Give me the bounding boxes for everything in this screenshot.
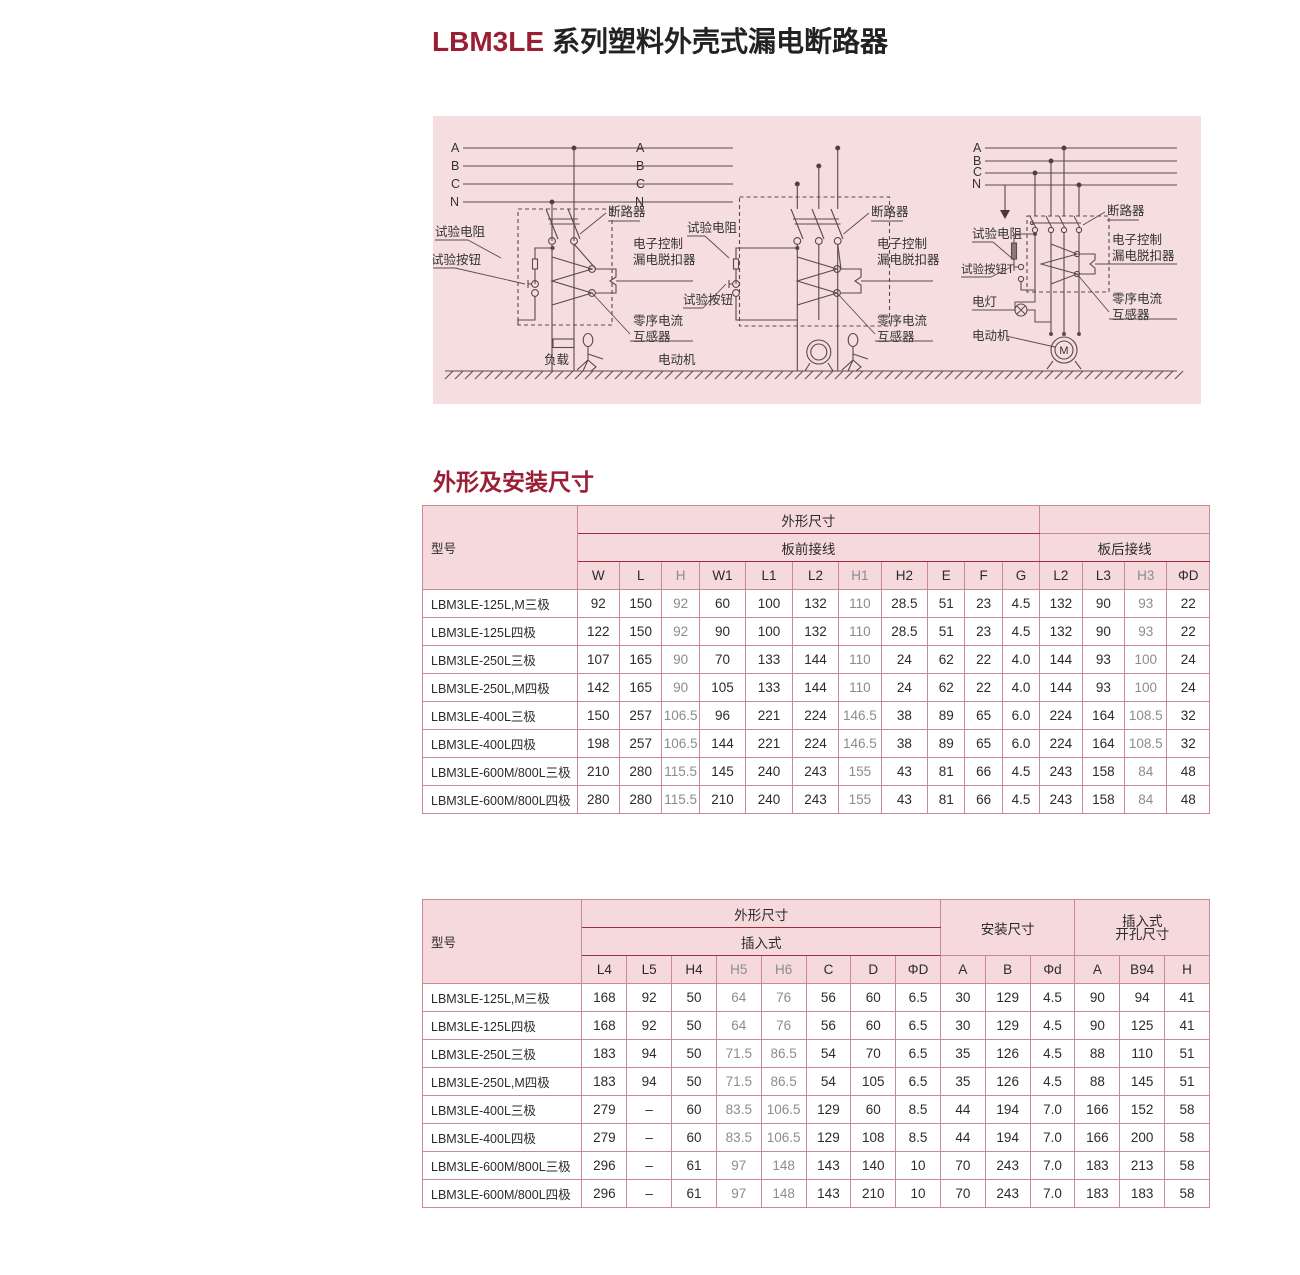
- svg-text:电子控制: 电子控制: [877, 237, 927, 251]
- svg-text:C: C: [451, 177, 460, 191]
- svg-text:试验按钮: 试验按钮: [683, 292, 733, 307]
- svg-text:A: A: [973, 141, 982, 155]
- svg-text:互感器: 互感器: [633, 329, 671, 344]
- svg-text:电动机: 电动机: [658, 353, 696, 367]
- svg-text:A: A: [636, 141, 645, 155]
- svg-text:零序电流: 零序电流: [877, 313, 928, 328]
- svg-text:漏电脱扣器: 漏电脱扣器: [633, 252, 696, 267]
- svg-text:零序电流: 零序电流: [1112, 291, 1163, 306]
- svg-text:A: A: [451, 141, 460, 155]
- svg-text:零序电流: 零序电流: [633, 313, 684, 328]
- svg-text:断路器: 断路器: [871, 204, 909, 219]
- svg-text:N: N: [450, 195, 459, 209]
- svg-text:漏电脱扣器: 漏电脱扣器: [877, 252, 940, 267]
- svg-text:电子控制: 电子控制: [1112, 233, 1162, 247]
- svg-text:试验按钮: 试验按钮: [433, 252, 481, 267]
- svg-text:电灯: 电灯: [972, 295, 997, 309]
- svg-text:漏电脱扣器: 漏电脱扣器: [1112, 248, 1175, 263]
- svg-text:电子控制: 电子控制: [633, 237, 683, 251]
- svg-text:电动机: 电动机: [972, 329, 1010, 343]
- svg-text:C: C: [636, 177, 645, 191]
- svg-text:B: B: [451, 159, 459, 173]
- svg-text:负载: 负载: [544, 353, 570, 367]
- svg-text:试验电阻: 试验电阻: [687, 220, 738, 235]
- svg-text:N: N: [635, 195, 644, 209]
- svg-text:断路器: 断路器: [1107, 203, 1145, 218]
- svg-text:B: B: [636, 159, 644, 173]
- svg-text:N: N: [972, 177, 981, 191]
- svg-text:试验电阻: 试验电阻: [435, 224, 486, 239]
- svg-text:互感器: 互感器: [877, 329, 915, 344]
- svg-text:互感器: 互感器: [1112, 307, 1150, 322]
- svg-text:M: M: [1059, 345, 1068, 357]
